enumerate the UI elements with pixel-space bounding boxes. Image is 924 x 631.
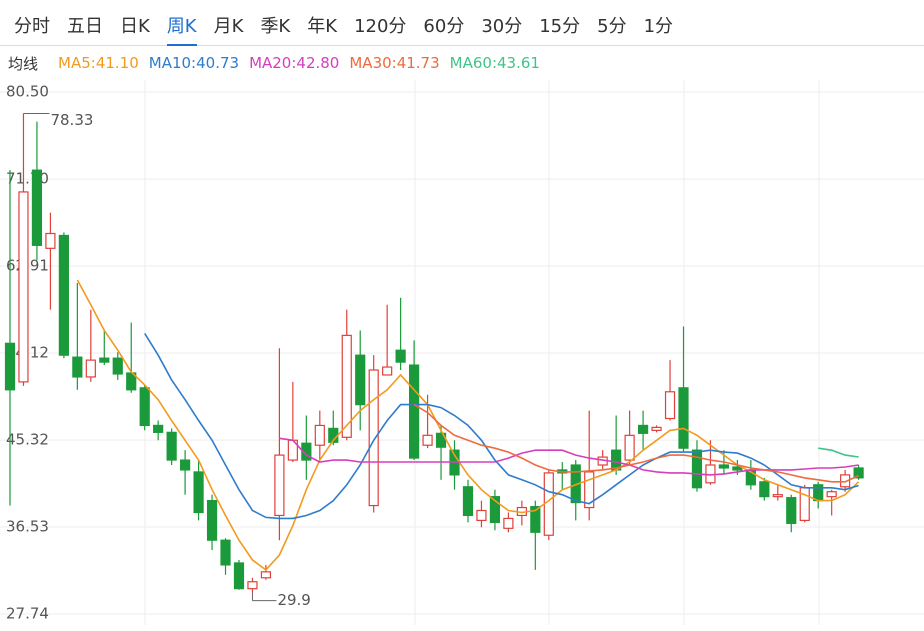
candle-body [409, 364, 420, 459]
candle-body [664, 391, 676, 420]
period-tab[interactable]: 季K [260, 15, 291, 37]
candle-body [355, 354, 366, 406]
legend-entry: MA5:41.10 [58, 54, 139, 72]
candle-body [462, 486, 474, 517]
legend-entry: MA30:41.73 [349, 54, 440, 72]
candle-body [99, 357, 110, 363]
period-tab[interactable]: 5分 [597, 15, 627, 37]
chart: 80.5071.7062.9154.1245.3236.5327.7478.33… [0, 80, 924, 625]
legend-title: 均线 [8, 54, 39, 73]
candle-body [422, 434, 433, 446]
candle-body [759, 481, 770, 498]
y-tick-label: 27.74 [6, 605, 49, 623]
candle-body [718, 464, 730, 469]
candle-body [772, 494, 783, 498]
candle-body [786, 497, 797, 524]
candle-body [678, 387, 689, 449]
candle-body [31, 169, 43, 246]
candle-body [58, 234, 69, 356]
y-tick-label: 80.50 [6, 83, 49, 101]
candle-body [301, 442, 312, 461]
legend-entry: MA20:42.80 [249, 54, 340, 72]
y-tick-label: 71.70 [6, 170, 49, 188]
candle-body [180, 459, 191, 471]
candle-body [651, 426, 662, 431]
candle-body [476, 509, 487, 522]
period-tab[interactable]: 分时 [14, 15, 50, 37]
candle-body [799, 487, 810, 522]
legend-entry: MA60:43.61 [449, 54, 540, 72]
candle-body [45, 232, 56, 249]
period-tab[interactable]: 年K [307, 15, 338, 37]
candle-body [853, 467, 864, 479]
max-label: 78.33 [50, 111, 93, 129]
period-tab[interactable]: 五日 [67, 15, 103, 37]
candle-body [193, 471, 204, 514]
min-label: 29.9 [277, 591, 310, 609]
y-tick-label: 45.32 [6, 431, 49, 449]
candle-body [543, 472, 554, 536]
ma-line [818, 447, 859, 458]
period-tab[interactable]: 周K [166, 0, 197, 46]
legend-entry: MA10:40.73 [148, 54, 240, 72]
period-tab[interactable]: 15分 [539, 15, 581, 37]
period-tab[interactable]: 1分 [643, 15, 674, 37]
candle-body [341, 334, 352, 438]
candle-body [489, 496, 501, 523]
candle-body [233, 562, 245, 590]
candle-body [166, 431, 177, 461]
candle-body [840, 474, 851, 488]
y-tick-label: 36.53 [6, 518, 49, 536]
candle-body [153, 424, 164, 433]
candle-body [732, 466, 743, 471]
candle-body [139, 387, 150, 427]
ma-legend: 均线 MA5:41.10 MA10:40.73 MA20:42.80 MA30:41.… [8, 51, 550, 75]
candle-body [382, 366, 393, 376]
candle-body [637, 424, 649, 434]
candle-body [584, 471, 595, 509]
period-tab[interactable]: 日K [120, 15, 150, 37]
period-tab[interactable]: 120分 [354, 15, 407, 37]
candle-body [206, 500, 218, 541]
candle-body [624, 434, 635, 461]
candle-body [4, 342, 16, 391]
candle-body [18, 191, 29, 383]
ma-line [413, 403, 859, 483]
candle-body [85, 359, 96, 378]
period-tab[interactable]: 60分 [423, 15, 465, 37]
candle-body [826, 491, 837, 498]
candle-body [530, 505, 541, 533]
period-tabs: 分时 五日 日K 周K 月K 季K 年K 120分 60分 30分 15分 5分 1分 [0, 0, 924, 46]
ma-line [144, 332, 859, 520]
period-tab[interactable]: 月K [213, 15, 244, 37]
candle-body [503, 517, 514, 529]
ma-line [279, 437, 859, 476]
period-tab[interactable]: 30分 [481, 15, 523, 37]
candle-body [274, 454, 285, 517]
candle-body [314, 424, 325, 446]
candle-body [368, 369, 379, 507]
candle-body [72, 356, 83, 378]
candle-body [220, 539, 231, 566]
ma-line [76, 279, 860, 571]
candle-body [260, 571, 272, 579]
candle-body [112, 357, 123, 375]
candle-body [395, 349, 406, 363]
candle-body [691, 449, 703, 489]
candle-body [247, 581, 258, 590]
